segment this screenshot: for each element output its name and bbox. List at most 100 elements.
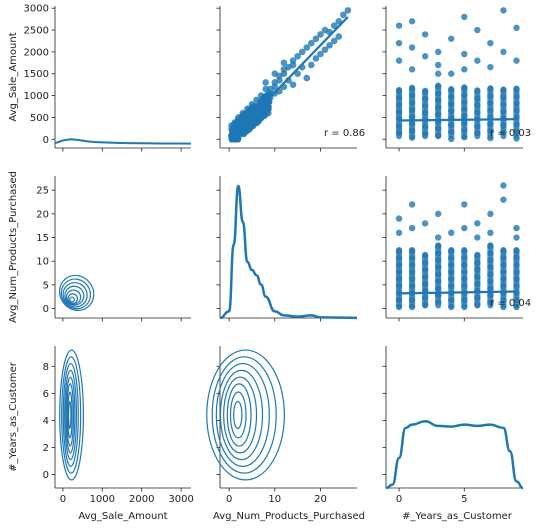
strip-sales-years-point xyxy=(461,127,468,134)
y-tick-label: 0 xyxy=(43,470,49,481)
strip-products-years-point xyxy=(461,268,468,276)
strip-products-years-point xyxy=(448,247,455,255)
strip-products-years-band xyxy=(474,251,481,309)
scatter-point xyxy=(289,81,297,88)
correlation-label: r = 0.86 xyxy=(324,128,365,139)
strip-sales-years-point xyxy=(474,130,481,137)
strip-products-years-point xyxy=(408,303,416,311)
strip-products-years-point xyxy=(408,261,416,269)
strip-sales-years-point xyxy=(513,93,520,100)
kde-sales-diag xyxy=(54,138,192,145)
strip-sales-years-point xyxy=(461,50,468,58)
strip-products-years-point xyxy=(434,278,442,285)
x-tick-label: 3000 xyxy=(168,494,193,505)
kde2d-contour xyxy=(64,369,78,461)
kde2d-contour xyxy=(65,289,82,305)
strip-products-years-point xyxy=(448,296,455,304)
y-tick-label: 2500 xyxy=(24,26,49,37)
strip-sales-years-point xyxy=(487,39,494,47)
strip-products-years-point xyxy=(461,282,468,290)
strip-products-years-point xyxy=(513,303,520,311)
strip-sales-years-point xyxy=(421,130,429,137)
x-axis-label: #_Years_as_Customer xyxy=(402,511,513,522)
scatter-point xyxy=(262,79,269,86)
strip-sales-years-point xyxy=(513,24,520,32)
strip-products-years-point xyxy=(500,196,507,203)
strip-sales-years-point xyxy=(500,122,507,129)
kde2d-contour xyxy=(223,376,258,454)
strip-sales-years-point xyxy=(395,87,403,95)
scatter-point xyxy=(248,101,256,108)
strip-products-years-point xyxy=(500,261,507,269)
scatter-point xyxy=(253,96,260,104)
x-tick-label: 0 xyxy=(60,494,66,505)
strip-sales-years-point xyxy=(513,121,520,128)
y-tick-label: 2000 xyxy=(24,47,49,58)
strip-products-years-point xyxy=(461,296,468,304)
kde2d-contour xyxy=(67,293,79,304)
strip-sales-years-point xyxy=(461,13,468,21)
scatter-point xyxy=(280,59,288,67)
strip-products-years-point xyxy=(408,247,416,255)
strip-sales-years-point xyxy=(487,92,494,100)
strip-products-years-point xyxy=(513,254,520,262)
strip-sales-years-point xyxy=(461,66,468,73)
strip-products-years-point xyxy=(487,299,494,306)
regression-line xyxy=(399,118,517,122)
scatter-point xyxy=(244,122,251,130)
strip-sales-years-point xyxy=(434,61,442,69)
strip-products-years-point xyxy=(448,268,455,276)
strip-products-years-point xyxy=(500,282,507,290)
strip-sales-years-point xyxy=(408,120,416,127)
strip-products-years-point xyxy=(395,229,403,236)
strip-products-years-point xyxy=(461,201,468,208)
strip-products-years-point xyxy=(500,268,507,276)
strip-products-years-point xyxy=(500,247,507,255)
y-tick-label: 2 xyxy=(43,443,49,454)
strip-products-years-point xyxy=(513,296,520,304)
scatter-point xyxy=(239,109,247,117)
strip-products-years-point xyxy=(408,282,416,290)
strip-products-years-point xyxy=(434,271,442,278)
kde2d-contour xyxy=(67,400,72,430)
strip-sales-years-point xyxy=(421,95,429,102)
strip-products-years-point xyxy=(461,303,468,311)
strip-products-years-point xyxy=(474,294,481,301)
strip-sales-years-point xyxy=(461,85,468,92)
kde2d-contour xyxy=(58,274,95,311)
scatter-point xyxy=(308,61,315,69)
x-tick-label: 5 xyxy=(461,494,467,505)
strip-sales-years-point xyxy=(448,86,455,94)
strip-sales-years-point xyxy=(448,121,455,129)
strip-products-years-point xyxy=(408,275,416,283)
strip-products-years-point xyxy=(474,280,481,287)
strip-sales-years-point xyxy=(434,111,442,118)
strip-products-years-point xyxy=(408,268,416,276)
strip-sales-years-point xyxy=(408,113,416,120)
y-tick-label: 25 xyxy=(36,186,49,197)
scatter-point xyxy=(312,35,320,43)
strip-products-years-point xyxy=(474,252,481,259)
strip-sales-years-point xyxy=(461,134,468,141)
y-tick-label: 0 xyxy=(43,304,49,315)
strip-sales-years-point xyxy=(434,104,442,111)
strip-sales-years-point xyxy=(434,48,442,56)
strip-sales-years-point xyxy=(513,100,520,107)
strip-products-years-point xyxy=(487,285,494,292)
strip-sales-years-point xyxy=(487,120,494,128)
strip-sales-years-point xyxy=(421,53,429,60)
strip-sales-years-point xyxy=(421,109,429,116)
strip-products-years-point xyxy=(487,292,494,299)
strip-sales-years-point xyxy=(434,97,442,104)
strip-products-years-point xyxy=(487,271,494,278)
scatter-point xyxy=(228,122,235,129)
strip-sales-years-point xyxy=(500,101,507,108)
y-tick-label: 5 xyxy=(43,280,49,291)
kde2d-contour xyxy=(66,383,75,447)
strip-products-years-point xyxy=(434,285,442,292)
scatter-point xyxy=(262,85,269,93)
strip-products-years-point xyxy=(448,275,455,283)
scatter-point xyxy=(303,74,311,82)
kde2d-contour xyxy=(206,349,285,481)
kde2d-contour xyxy=(61,356,82,474)
